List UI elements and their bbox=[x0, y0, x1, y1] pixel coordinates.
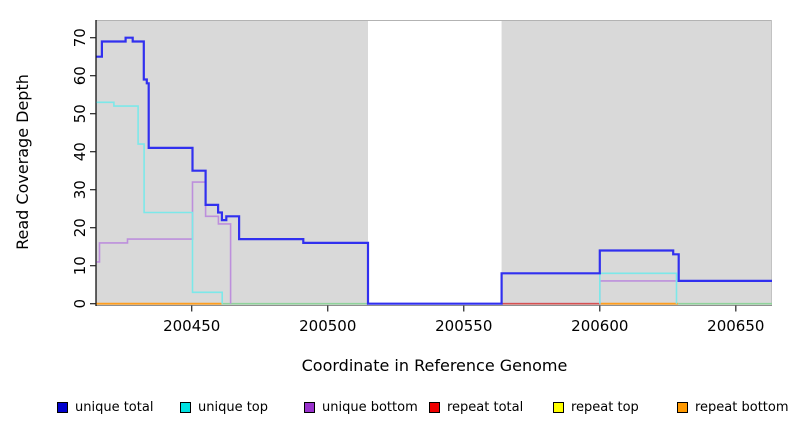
legend-item-unique-bottom: unique bottom bbox=[304, 398, 418, 416]
y-tick-label: 30 bbox=[71, 180, 89, 199]
x-tick-label: 200600 bbox=[571, 317, 628, 335]
y-tick-label: 70 bbox=[71, 28, 89, 47]
legend-label: unique total bbox=[75, 399, 154, 415]
y-tick-label: 0 bbox=[71, 299, 89, 309]
legend-label: repeat total bbox=[447, 399, 524, 415]
legend-swatch-unique-total bbox=[57, 401, 68, 413]
x-axis-title: Coordinate in Reference Genome bbox=[301, 356, 568, 375]
y-tick-label: 10 bbox=[71, 256, 89, 275]
legend-item-repeat-bottom: repeat bottom bbox=[677, 398, 789, 416]
legend-label: unique top bbox=[198, 399, 269, 415]
y-tick-label: 40 bbox=[71, 142, 89, 161]
y-tick-label: 60 bbox=[71, 66, 89, 85]
y-tick-label: 50 bbox=[71, 104, 89, 123]
coverage-gap-region bbox=[368, 21, 502, 305]
legend-swatch-unique-bottom bbox=[304, 401, 315, 413]
x-tick-label: 200450 bbox=[163, 317, 220, 335]
series-line-unique-total bbox=[96, 36, 772, 305]
legend-item-repeat-total: repeat total bbox=[429, 398, 523, 416]
legend-swatch-unique-top bbox=[180, 401, 191, 413]
legend-swatch-repeat-total bbox=[429, 401, 440, 413]
x-tick-label: 200550 bbox=[435, 317, 492, 335]
legend-swatch-repeat-top bbox=[553, 401, 564, 413]
series-line-unique-top bbox=[599, 272, 678, 304]
legend-swatch-repeat-bottom bbox=[677, 401, 688, 413]
x-tick-label: 200650 bbox=[707, 317, 764, 335]
series-line-unique-top bbox=[96, 101, 223, 304]
legend-label: repeat bottom bbox=[695, 399, 789, 415]
y-tick-label: 20 bbox=[71, 218, 89, 237]
x-tick-label: 200500 bbox=[299, 317, 356, 335]
legend-item-repeat-top: repeat top bbox=[553, 398, 639, 416]
legend-item-unique-total: unique total bbox=[57, 398, 153, 416]
y-axis-title: Read Coverage Depth bbox=[13, 74, 32, 250]
legend-label: unique bottom bbox=[322, 399, 418, 415]
legend: unique total unique top unique bottom repea… bbox=[0, 398, 792, 418]
legend-label: repeat top bbox=[571, 399, 639, 415]
legend-item-unique-top: unique top bbox=[180, 398, 268, 416]
series-line-unique-bottom bbox=[96, 181, 232, 304]
